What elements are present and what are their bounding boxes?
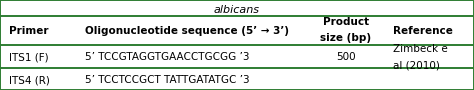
Text: Oligonucleotide sequence (5’ → 3’): Oligonucleotide sequence (5’ → 3’) <box>85 26 289 36</box>
Text: Primer: Primer <box>9 26 49 36</box>
Text: ITS1 (F): ITS1 (F) <box>9 52 49 62</box>
Text: ITS4 (R): ITS4 (R) <box>9 75 50 85</box>
Text: al (2010): al (2010) <box>393 60 440 70</box>
Text: 500: 500 <box>336 52 356 62</box>
Text: 5’ TCCTCCGCT TATTGATATGC ’3: 5’ TCCTCCGCT TATTGATATGC ’3 <box>85 75 250 85</box>
Text: albicans: albicans <box>214 5 260 15</box>
Text: size (bp): size (bp) <box>320 33 372 43</box>
Text: Reference: Reference <box>393 26 453 36</box>
Text: Product: Product <box>323 17 369 27</box>
Text: 5’ TCCGTAGGTGAACCTGCGG ’3: 5’ TCCGTAGGTGAACCTGCGG ’3 <box>85 52 250 62</box>
Text: Zimbeck e: Zimbeck e <box>393 44 448 54</box>
